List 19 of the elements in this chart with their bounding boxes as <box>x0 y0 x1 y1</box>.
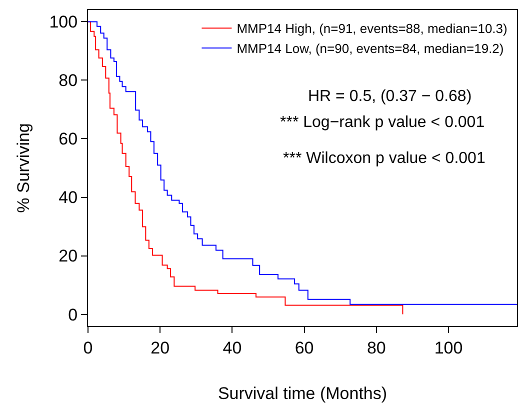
x-axis-title: Survival time (Months) <box>218 384 388 403</box>
legend-label: MMP14 High, (n=91, events=88, median=10.3) <box>236 21 508 36</box>
x-tick-label: 0 <box>83 338 93 358</box>
x-tick-label: 60 <box>294 338 314 358</box>
y-tick-label: 60 <box>58 130 78 149</box>
annotation: HR = 0.5, (0.37 − 0.68) <box>308 88 472 105</box>
y-tick-label: 80 <box>58 71 78 90</box>
x-tick-label: 80 <box>366 338 386 358</box>
annotation: *** Log−rank p value < 0.001 <box>280 114 485 131</box>
legend-label: MMP14 Low, (n=90, events=84, median=19.2) <box>236 41 504 56</box>
annotation: *** Wilcoxon p value < 0.001 <box>283 150 486 167</box>
y-tick-label: 100 <box>49 12 78 32</box>
x-tick-label: 100 <box>434 338 463 358</box>
y-tick-label: 40 <box>58 188 78 208</box>
y-tick-label: 20 <box>58 246 78 266</box>
y-tick-label: 0 <box>68 305 78 324</box>
x-tick-label: 20 <box>150 338 170 358</box>
x-tick-label: 40 <box>222 338 242 358</box>
y-axis-title: % Surviving <box>14 123 33 213</box>
